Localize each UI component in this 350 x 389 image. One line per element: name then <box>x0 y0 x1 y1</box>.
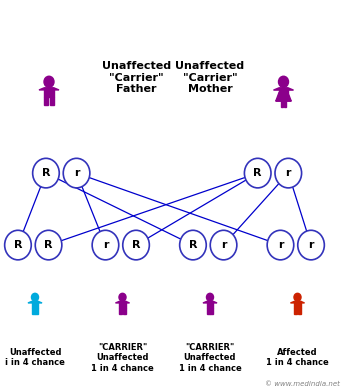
Circle shape <box>294 293 301 301</box>
Polygon shape <box>35 308 38 314</box>
Polygon shape <box>284 101 286 107</box>
Polygon shape <box>50 97 54 105</box>
Polygon shape <box>44 97 48 105</box>
Circle shape <box>33 158 59 188</box>
Polygon shape <box>273 88 294 90</box>
Circle shape <box>210 230 237 260</box>
Polygon shape <box>116 301 130 303</box>
Polygon shape <box>39 88 59 90</box>
Circle shape <box>298 230 324 260</box>
Polygon shape <box>44 88 54 97</box>
Text: r: r <box>286 168 291 178</box>
Text: r: r <box>308 240 314 250</box>
Polygon shape <box>32 308 35 314</box>
Text: R: R <box>189 240 197 250</box>
Text: R: R <box>253 168 262 178</box>
Polygon shape <box>210 308 214 314</box>
Text: R: R <box>44 240 53 250</box>
Polygon shape <box>279 88 288 93</box>
Circle shape <box>244 158 271 188</box>
Polygon shape <box>276 92 291 101</box>
Polygon shape <box>206 308 210 314</box>
Polygon shape <box>294 301 301 308</box>
Text: "CARRIER"
Unaffected
1 in 4 chance: "CARRIER" Unaffected 1 in 4 chance <box>91 343 154 373</box>
Polygon shape <box>119 308 122 314</box>
Circle shape <box>279 76 288 88</box>
Polygon shape <box>28 301 42 303</box>
Text: "CARRIER"
Unaffected
1 in 4 chance: "CARRIER" Unaffected 1 in 4 chance <box>178 343 241 373</box>
Circle shape <box>32 293 38 301</box>
Circle shape <box>180 230 206 260</box>
Polygon shape <box>294 308 297 314</box>
Text: Unaffected
"Carrier"
Father: Unaffected "Carrier" Father <box>102 61 171 95</box>
Polygon shape <box>206 301 214 308</box>
Circle shape <box>92 230 119 260</box>
Circle shape <box>44 76 54 88</box>
Circle shape <box>5 230 31 260</box>
Circle shape <box>123 230 149 260</box>
Text: Unaffected
i in 4 chance: Unaffected i in 4 chance <box>5 348 65 367</box>
Circle shape <box>206 293 214 301</box>
Polygon shape <box>290 301 304 303</box>
Text: r: r <box>278 240 283 250</box>
Text: R: R <box>14 240 22 250</box>
Polygon shape <box>32 301 38 308</box>
Circle shape <box>35 230 62 260</box>
Polygon shape <box>276 93 291 101</box>
Text: R: R <box>42 168 50 178</box>
Circle shape <box>119 293 126 301</box>
Text: Affected
1 in 4 chance: Affected 1 in 4 chance <box>266 348 329 367</box>
Polygon shape <box>203 301 217 303</box>
Polygon shape <box>298 308 301 314</box>
Polygon shape <box>281 101 283 107</box>
Text: R: R <box>132 240 140 250</box>
Text: r: r <box>74 168 79 178</box>
Text: Unaffected
"Carrier"
Mother: Unaffected "Carrier" Mother <box>175 61 245 95</box>
Circle shape <box>63 158 90 188</box>
Polygon shape <box>123 308 126 314</box>
Polygon shape <box>119 301 126 308</box>
Text: © www.medindia.net: © www.medindia.net <box>265 381 340 387</box>
Circle shape <box>275 158 302 188</box>
Text: r: r <box>221 240 226 250</box>
Text: r: r <box>103 240 108 250</box>
Circle shape <box>267 230 294 260</box>
